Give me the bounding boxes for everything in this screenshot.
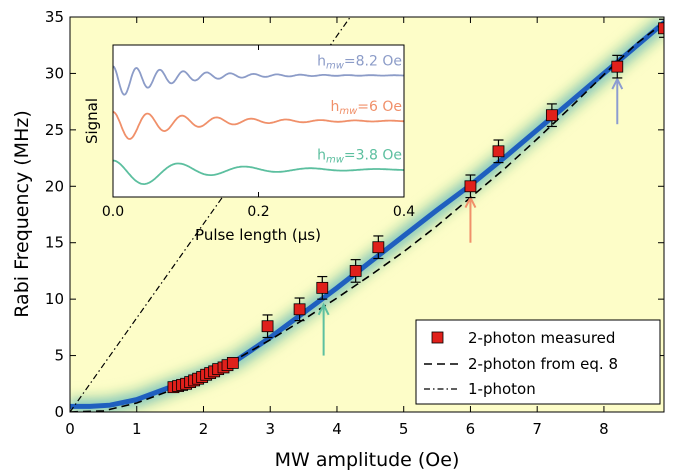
inset-series-0 — [113, 65, 404, 96]
y-tick-label: 5 — [54, 347, 64, 365]
x-axis-ticks: 0 1 2 3 4 5 6 7 8 — [65, 17, 609, 438]
y-tick-label: 25 — [45, 121, 64, 139]
data-point — [372, 235, 385, 260]
y-tick-label: 0 — [54, 403, 64, 421]
x-tick-label: 5 — [399, 420, 409, 438]
y-tick-label: 10 — [45, 290, 64, 308]
legend-box — [415, 319, 661, 405]
data-point — [545, 103, 558, 128]
x-tick-label: 7 — [532, 420, 542, 438]
data-point — [349, 259, 362, 283]
data-point — [261, 314, 274, 339]
data-point — [316, 275, 329, 300]
plot-frame — [69, 16, 665, 413]
legend-label-measured: 2-photon measured — [468, 329, 615, 347]
x-tick-label: 4 — [332, 420, 342, 438]
y-tick-label: 20 — [45, 177, 64, 195]
inset-lines — [113, 65, 404, 186]
y-axis-label: Rabi Frequency (MHz) — [11, 110, 33, 317]
legend-label-1photon: 1-photon — [468, 380, 536, 398]
inset-x-label: Pulse length (μs) — [195, 226, 321, 244]
data-point — [226, 357, 239, 369]
legend-marker-measured — [431, 331, 444, 344]
arrow-0 — [317, 302, 330, 356]
arrow-2 — [611, 76, 624, 125]
inset-series-label-1: hmw=6 Oe — [330, 99, 402, 117]
inset-series-labels: hmw=8.2 Oe hmw=6 Oe hmw=3.8 Oe — [317, 53, 402, 165]
y-axis-ticks: 0 5 10 15 20 25 30 35 — [45, 8, 664, 421]
data-point — [658, 18, 664, 38]
inset-x-tick-label: 0.4 — [393, 204, 415, 220]
inset-series-label-0: hmw=8.2 Oe — [317, 53, 402, 71]
x-tick-label: 3 — [265, 420, 275, 438]
x-tick-label: 1 — [132, 420, 142, 438]
data-point — [611, 54, 624, 79]
arrow-layer — [317, 76, 624, 356]
y-tick-label: 35 — [45, 8, 64, 26]
inset-x-tick-label: 0.0 — [102, 204, 124, 220]
inset-x-ticks: 0.0 0.2 0.4 — [102, 45, 415, 220]
x-tick-label: 0 — [65, 420, 75, 438]
data-point — [293, 297, 306, 322]
x-tick-label: 6 — [466, 420, 476, 438]
legend: 2-photon measured 2-photon from eq. 8 1-… — [415, 319, 661, 405]
inset-series-2 — [113, 159, 404, 186]
inset-series-label-2: hmw=3.8 Oe — [317, 148, 402, 166]
x-axis-label: MW amplitude (Oe) — [275, 449, 460, 470]
inset-y-label: Signal — [83, 98, 101, 144]
x-tick-label: 2 — [199, 420, 209, 438]
inset-series-1 — [113, 111, 404, 140]
y-tick-label: 30 — [45, 64, 64, 82]
data-point — [492, 139, 505, 164]
inset-x-tick-label: 0.2 — [247, 204, 269, 220]
x-tick-label: 8 — [599, 420, 609, 438]
data-points — [167, 18, 664, 394]
y-tick-label: 15 — [45, 234, 64, 252]
data-point — [464, 174, 477, 199]
legend-label-eq8: 2-photon from eq. 8 — [468, 355, 618, 373]
